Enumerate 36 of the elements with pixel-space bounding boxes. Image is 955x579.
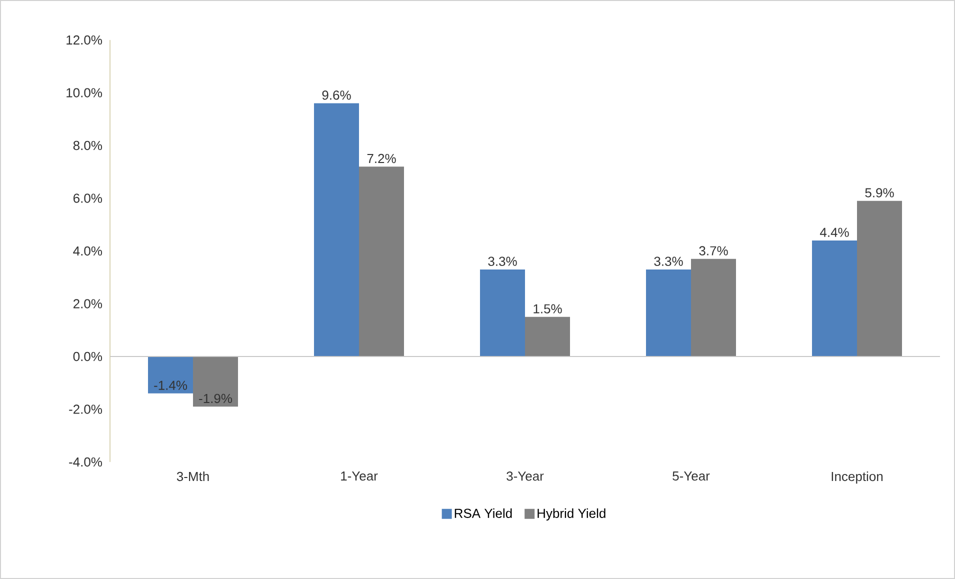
data-label: 7.2% [367,154,396,164]
data-label: -1.9% [199,394,232,404]
data-label: 9.6% [322,90,351,100]
x-tick-label: 5-Year [672,472,710,481]
bar [812,240,857,356]
data-label: 3.3% [488,256,517,266]
x-tick-label: 3-Year [506,472,544,481]
legend-label: Hybrid Yield [538,508,606,521]
bar [691,258,736,356]
bar [193,356,238,407]
legend-label: RSA Yield [454,508,512,518]
bar [646,269,692,356]
bar [359,166,404,356]
data-label: 4.4% [820,228,849,237]
data-label: 3.3% [654,256,683,266]
bar [480,269,525,356]
y-tick-label: 8.0% [73,140,102,150]
x-tick-label: 1-Year [341,472,378,481]
x-tick-label: Inception [832,472,883,484]
bar [314,103,360,356]
data-label: 1.5% [534,304,562,314]
y-tick-label: 4.0% [73,246,102,256]
y-tick-label: 12.0% [66,35,102,45]
data-label: -1.4% [154,380,188,390]
y-tick-label: 2.0% [74,299,102,308]
data-label: 5.9% [865,188,894,198]
y-tick-label: -2.0% [69,404,102,414]
bar [525,316,570,356]
data-label: 3.7% [699,246,728,256]
bar [148,356,194,394]
bar [857,200,902,356]
y-tick-label: 0.0% [73,352,102,362]
y-tick-label: -4.0% [69,457,102,467]
y-tick-label: 6.0% [74,194,102,203]
x-tick-label: 3-Mth [176,472,209,482]
y-tick-label: 10.0% [66,88,102,98]
